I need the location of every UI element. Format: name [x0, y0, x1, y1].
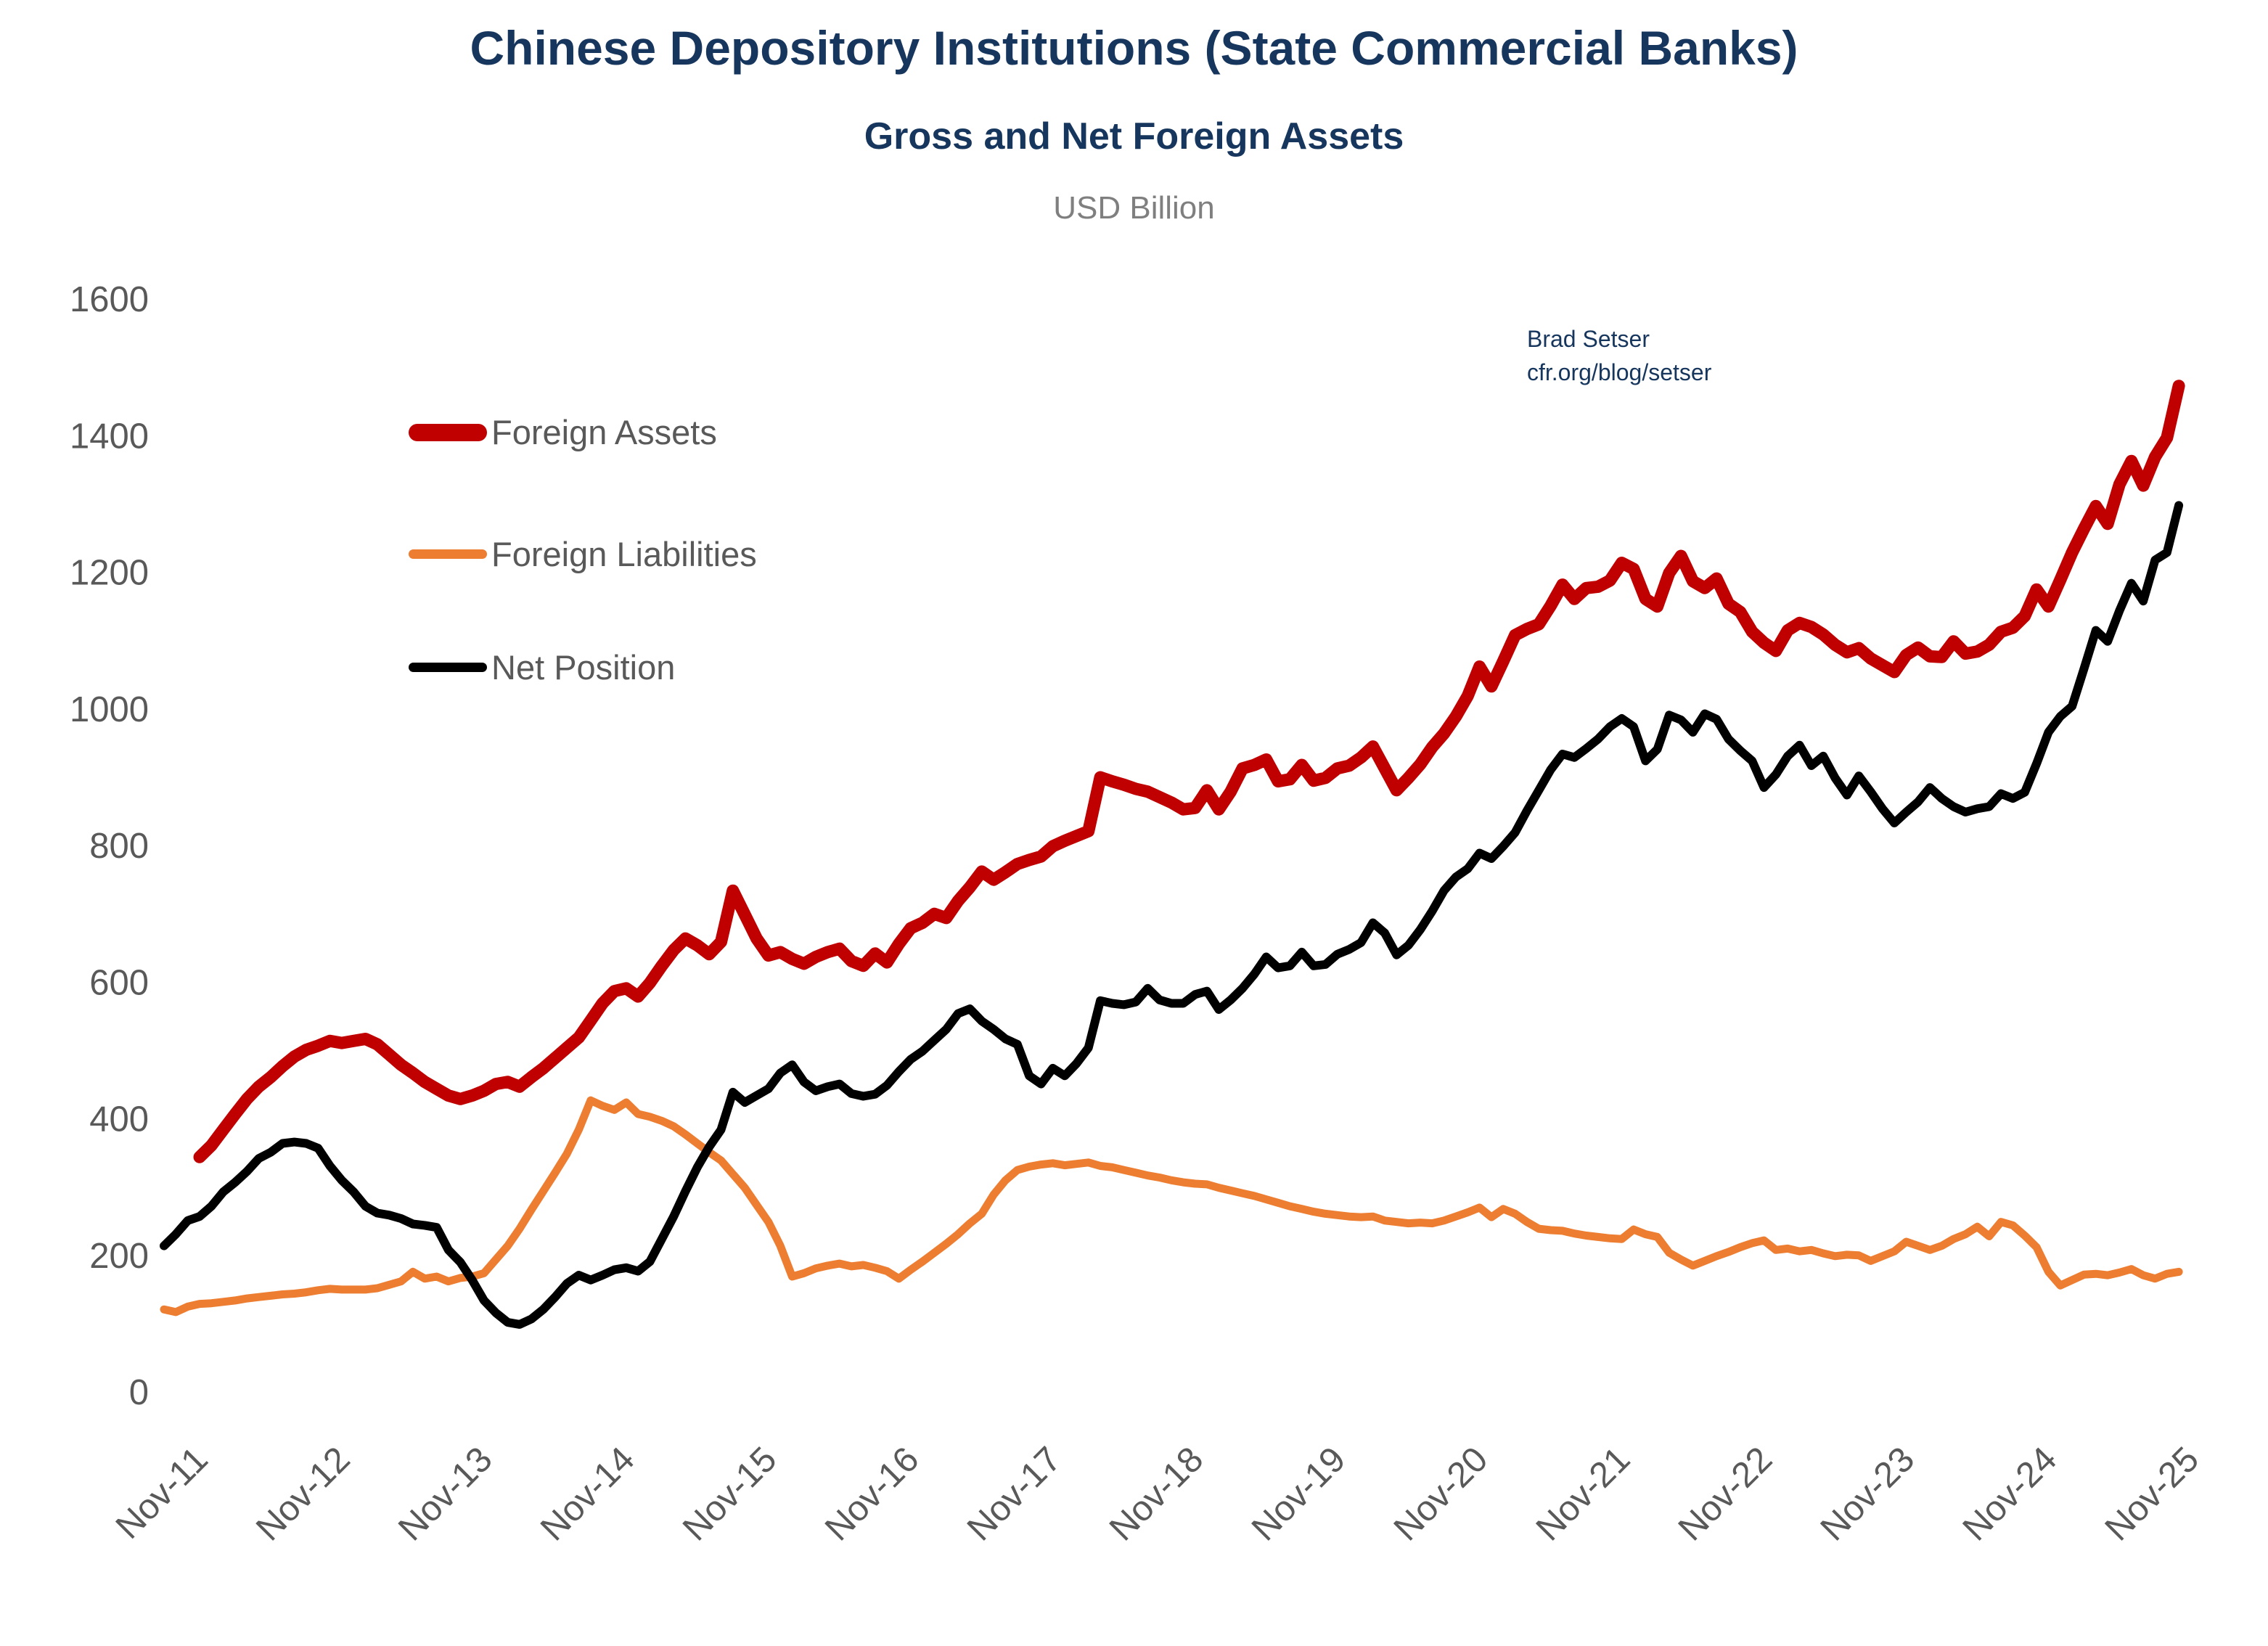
attribution-author: Brad Setser [1527, 326, 1650, 352]
legend-item-foreign-liabilities: Foreign Liabilities [409, 534, 757, 574]
x-axis-tick-label: Nov-12 [249, 1440, 358, 1549]
x-axis-tick-label: Nov-16 [818, 1440, 927, 1549]
y-axis-tick-label: 1200 [70, 554, 149, 593]
x-axis-tick-label: Nov-17 [960, 1440, 1069, 1549]
x-axis-tick-label: Nov-15 [676, 1440, 785, 1549]
y-axis-tick-label: 1600 [70, 280, 149, 319]
x-axis-tick-label: Nov-24 [1955, 1440, 2064, 1549]
legend-label: Foreign Liabilities [491, 535, 757, 573]
y-axis-tick-label: 1400 [70, 417, 149, 456]
y-axis-tick-label: 0 [129, 1373, 149, 1412]
series-line-foreign-assets [193, 380, 2185, 1163]
y-axis-tick-label: 400 [89, 1100, 149, 1139]
x-axis-tick-label: Nov-18 [1102, 1440, 1211, 1549]
x-axis-tick-label: Nov-14 [533, 1440, 642, 1549]
x-axis-tick-label: Nov-13 [391, 1440, 500, 1549]
x-axis-tick-label: Nov-19 [1245, 1440, 1354, 1549]
net-position-swatch [409, 663, 487, 672]
x-axis-tick-label: Nov-20 [1387, 1440, 1496, 1549]
legend-label: Foreign Assets [491, 413, 717, 451]
foreign-liabilities-swatch [409, 549, 487, 559]
chart-units-label: USD Billion [1053, 190, 1215, 226]
y-axis-tick-label: 800 [89, 827, 149, 866]
y-axis-tick-label: 1000 [70, 690, 149, 729]
y-axis-tick-label: 200 [89, 1237, 149, 1276]
y-axis-tick-label: 600 [89, 963, 149, 1002]
legend-label: Net Position [491, 648, 676, 687]
x-axis-tick-label: Nov-22 [1671, 1440, 1780, 1549]
legend-item-foreign-assets: Foreign Assets [409, 412, 717, 452]
series-line-net-position [160, 501, 2184, 1329]
x-axis-tick-label: Nov-23 [1813, 1440, 1922, 1549]
chart-subtitle: Gross and Net Foreign Assets [864, 115, 1404, 157]
attribution: Brad Setser cfr.org/blog/setser [1527, 322, 1711, 389]
foreign-assets-swatch [409, 423, 487, 441]
x-axis-tick-label: Nov-21 [1528, 1440, 1637, 1549]
x-axis-tick-label: Nov-25 [2097, 1440, 2206, 1549]
legend-item-net-position: Net Position [409, 647, 675, 687]
chart-title: Chinese Depository Institutions (State C… [470, 21, 1798, 75]
attribution-url: cfr.org/blog/setser [1527, 359, 1712, 385]
series-line-foreign-liabilities [160, 1096, 2183, 1317]
x-axis-tick-label: Nov-11 [108, 1440, 215, 1547]
